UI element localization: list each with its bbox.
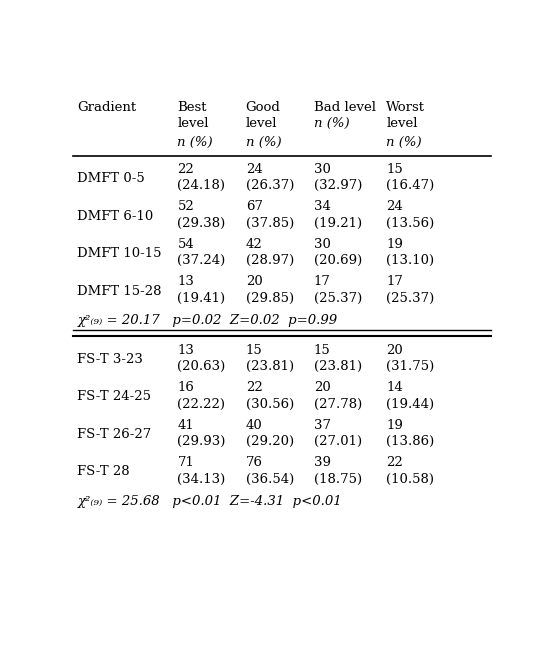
Text: 13: 13 (178, 275, 194, 288)
Text: (22.22): (22.22) (178, 398, 226, 411)
Text: 15: 15 (386, 163, 403, 176)
Text: χ²₍₉₎ = 25.68   p<0.01  Z=-4.31  p<0.01: χ²₍₉₎ = 25.68 p<0.01 Z=-4.31 p<0.01 (77, 495, 342, 508)
Text: (32.97): (32.97) (314, 179, 362, 192)
Text: 37: 37 (314, 419, 331, 432)
Text: 15: 15 (246, 344, 262, 357)
Text: (10.58): (10.58) (386, 473, 434, 486)
Text: FS-T 26-27: FS-T 26-27 (77, 428, 152, 441)
Text: (20.63): (20.63) (178, 360, 226, 373)
Text: (29.38): (29.38) (178, 217, 226, 230)
Text: 42: 42 (246, 238, 262, 251)
Text: 34: 34 (314, 200, 331, 213)
Text: (28.97): (28.97) (246, 254, 294, 267)
Text: 22: 22 (178, 163, 194, 176)
Text: FS-T 28: FS-T 28 (77, 466, 130, 478)
Text: 19: 19 (386, 419, 403, 432)
Text: (30.56): (30.56) (246, 398, 294, 411)
Text: 17: 17 (314, 275, 331, 288)
Text: (19.44): (19.44) (386, 398, 434, 411)
Text: 24: 24 (246, 163, 262, 176)
Text: 22: 22 (246, 381, 262, 394)
Text: Best: Best (178, 101, 207, 113)
Text: level: level (246, 117, 277, 130)
Text: FS-T 24-25: FS-T 24-25 (77, 390, 151, 404)
Text: (18.75): (18.75) (314, 473, 362, 486)
Text: 40: 40 (246, 419, 262, 432)
Text: 20: 20 (314, 381, 331, 394)
Text: 76: 76 (246, 456, 263, 469)
Text: n (%): n (%) (314, 117, 349, 130)
Text: (13.56): (13.56) (386, 217, 434, 230)
Text: n (%): n (%) (178, 135, 213, 149)
Text: (23.81): (23.81) (314, 360, 362, 373)
Text: (25.37): (25.37) (386, 292, 434, 305)
Text: 39: 39 (314, 456, 331, 469)
Text: (19.21): (19.21) (314, 217, 362, 230)
Text: χ²₍₉₎ = 20.17   p=0.02  Z=0.02  p=0.99: χ²₍₉₎ = 20.17 p=0.02 Z=0.02 p=0.99 (77, 314, 337, 327)
Text: 19: 19 (386, 238, 403, 251)
Text: n (%): n (%) (246, 135, 281, 149)
Text: 54: 54 (178, 238, 194, 251)
Text: 17: 17 (386, 275, 403, 288)
Text: 13: 13 (178, 344, 194, 357)
Text: (37.85): (37.85) (246, 217, 294, 230)
Text: (36.54): (36.54) (246, 473, 294, 486)
Text: (19.41): (19.41) (178, 292, 226, 305)
Text: (20.69): (20.69) (314, 254, 362, 267)
Text: DMFT 6-10: DMFT 6-10 (77, 209, 153, 223)
Text: 41: 41 (178, 419, 194, 432)
Text: 15: 15 (314, 344, 331, 357)
Text: 14: 14 (386, 381, 403, 394)
Text: (34.13): (34.13) (178, 473, 226, 486)
Text: 20: 20 (246, 275, 262, 288)
Text: (24.18): (24.18) (178, 179, 226, 192)
Text: (26.37): (26.37) (246, 179, 294, 192)
Text: (29.20): (29.20) (246, 435, 294, 448)
Text: FS-T 3-23: FS-T 3-23 (77, 353, 143, 366)
Text: Bad level: Bad level (314, 101, 376, 113)
Text: 22: 22 (386, 456, 403, 469)
Text: (37.24): (37.24) (178, 254, 226, 267)
Text: (13.10): (13.10) (386, 254, 434, 267)
Text: (29.93): (29.93) (178, 435, 226, 448)
Text: (23.81): (23.81) (246, 360, 294, 373)
Text: 16: 16 (178, 381, 194, 394)
Text: (27.01): (27.01) (314, 435, 362, 448)
Text: n (%): n (%) (386, 135, 422, 149)
Text: 30: 30 (314, 163, 331, 176)
Text: (13.86): (13.86) (386, 435, 434, 448)
Text: Good: Good (246, 101, 280, 113)
Text: 20: 20 (386, 344, 403, 357)
Text: (31.75): (31.75) (386, 360, 434, 373)
Text: (25.37): (25.37) (314, 292, 362, 305)
Text: (27.78): (27.78) (314, 398, 362, 411)
Text: 67: 67 (246, 200, 263, 213)
Text: DMFT 15-28: DMFT 15-28 (77, 285, 162, 297)
Text: Worst: Worst (386, 101, 425, 113)
Text: 52: 52 (178, 200, 194, 213)
Text: 30: 30 (314, 238, 331, 251)
Text: level: level (386, 117, 418, 130)
Text: 71: 71 (178, 456, 194, 469)
Text: (16.47): (16.47) (386, 179, 434, 192)
Text: (29.85): (29.85) (246, 292, 294, 305)
Text: DMFT 0-5: DMFT 0-5 (77, 172, 145, 185)
Text: 24: 24 (386, 200, 403, 213)
Text: level: level (178, 117, 209, 130)
Text: Gradient: Gradient (77, 101, 136, 113)
Text: DMFT 10-15: DMFT 10-15 (77, 247, 162, 260)
